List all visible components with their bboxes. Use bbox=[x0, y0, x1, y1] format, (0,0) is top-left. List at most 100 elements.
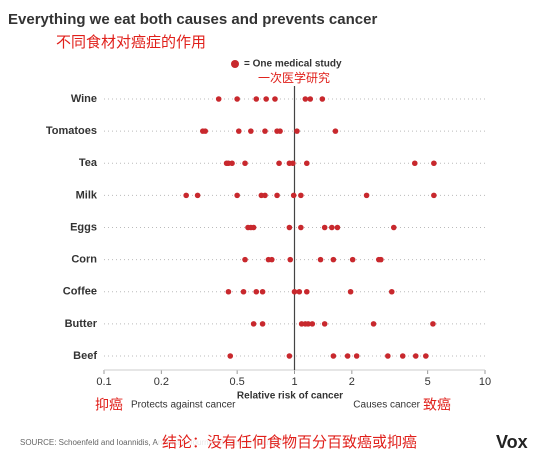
study-dot bbox=[225, 288, 232, 295]
study-dot bbox=[227, 353, 234, 359]
study-dot bbox=[234, 96, 240, 102]
study-dot bbox=[332, 128, 339, 134]
x-tick-label: 5 bbox=[425, 376, 431, 388]
conclusion: 结论：没有任何食物百分百致癌或抑癌 bbox=[162, 434, 417, 451]
study-dot bbox=[423, 353, 429, 359]
study-dot bbox=[291, 288, 298, 295]
study-dot bbox=[431, 160, 437, 167]
study-dot bbox=[303, 288, 310, 295]
y-tick-label: Eggs bbox=[70, 221, 97, 233]
study-dot bbox=[242, 256, 248, 263]
study-dot bbox=[263, 96, 269, 102]
study-dot bbox=[274, 192, 280, 199]
left-annotation: 抑癌 bbox=[95, 397, 123, 413]
study-dot bbox=[307, 96, 314, 102]
study-dot bbox=[319, 96, 326, 102]
study-dot bbox=[259, 321, 266, 327]
study-dot bbox=[296, 288, 303, 295]
study-dot bbox=[412, 353, 419, 359]
left-note: Protects against cancer bbox=[131, 400, 236, 411]
brand-logo: Vox bbox=[496, 432, 528, 452]
study-dot bbox=[215, 96, 222, 102]
y-tick-label: Wine bbox=[71, 93, 97, 105]
study-dot bbox=[388, 288, 395, 295]
study-dot bbox=[202, 128, 209, 134]
chart-title: Everything we eat both causes and preven… bbox=[8, 11, 377, 28]
x-axis-label: Relative risk of cancer bbox=[237, 391, 343, 402]
study-dot bbox=[242, 160, 248, 167]
study-dot bbox=[298, 192, 304, 199]
study-dot bbox=[431, 192, 437, 199]
study-dot bbox=[302, 96, 309, 102]
y-tick-label: Corn bbox=[71, 254, 97, 266]
study-dot bbox=[321, 321, 328, 327]
overlay-background bbox=[158, 432, 448, 454]
x-tick-label: 0.2 bbox=[154, 376, 169, 388]
study-dot bbox=[390, 224, 397, 231]
y-tick-label: Tomatoes bbox=[46, 125, 97, 137]
study-dot bbox=[298, 224, 304, 231]
study-dot bbox=[309, 321, 316, 327]
x-tick-label: 2 bbox=[349, 376, 355, 388]
study-dot bbox=[385, 353, 391, 359]
study-dot bbox=[344, 353, 351, 359]
study-dot bbox=[229, 160, 235, 167]
study-dot bbox=[183, 192, 189, 199]
study-dot bbox=[240, 288, 247, 295]
study-dot bbox=[363, 192, 370, 199]
study-dot bbox=[294, 128, 300, 134]
legend-dot bbox=[231, 60, 239, 68]
x-tick-label: 0.1 bbox=[96, 376, 111, 388]
x-tick-label: 10 bbox=[479, 376, 491, 388]
study-dot bbox=[277, 128, 283, 134]
study-dot bbox=[347, 288, 354, 295]
study-dot bbox=[378, 256, 384, 263]
subtitle: 不同食材对癌症的作用 bbox=[56, 34, 206, 51]
study-dot bbox=[330, 256, 337, 263]
study-dot bbox=[286, 353, 293, 359]
y-tick-label: Tea bbox=[79, 157, 98, 169]
study-dot bbox=[272, 96, 278, 102]
study-dot bbox=[321, 224, 328, 231]
study-dot bbox=[250, 224, 257, 231]
y-tick-label: Milk bbox=[76, 189, 98, 201]
x-tick-label: 0.5 bbox=[230, 376, 245, 388]
study-dot bbox=[349, 256, 356, 263]
study-dot bbox=[235, 128, 242, 134]
study-dot bbox=[253, 96, 260, 102]
x-tick-label: 1 bbox=[291, 376, 297, 388]
y-tick-label: Coffee bbox=[63, 286, 97, 298]
study-dot bbox=[305, 321, 311, 327]
study-dot bbox=[411, 160, 418, 167]
study-dot bbox=[303, 160, 310, 167]
study-dot bbox=[290, 160, 296, 167]
study-dot bbox=[234, 192, 240, 199]
study-dot bbox=[399, 353, 406, 359]
right-annotation: 致癌 bbox=[423, 397, 451, 413]
study-dot bbox=[194, 192, 201, 199]
study-dot bbox=[286, 224, 293, 231]
study-dot bbox=[253, 288, 260, 295]
study-dot bbox=[370, 321, 377, 327]
study-dot bbox=[329, 224, 335, 231]
study-dot bbox=[259, 288, 266, 295]
study-dot bbox=[248, 128, 254, 134]
study-dot bbox=[262, 128, 268, 134]
y-tick-label: Butter bbox=[65, 318, 98, 330]
right-note: Causes cancer bbox=[353, 400, 420, 411]
legend-note: 一次医学研究 bbox=[258, 70, 330, 85]
study-dot bbox=[262, 192, 268, 199]
legend-label: = One medical study bbox=[244, 59, 342, 70]
study-dot bbox=[290, 192, 297, 199]
y-tick-label: Beef bbox=[73, 350, 97, 362]
study-dot bbox=[330, 353, 337, 359]
study-dot bbox=[276, 160, 282, 167]
source: SOURCE: Schoenfeld and Ioannidis, Americ… bbox=[20, 438, 284, 447]
study-dot bbox=[287, 256, 294, 263]
study-dot bbox=[268, 256, 275, 263]
study-dot bbox=[334, 224, 341, 231]
study-dot bbox=[250, 321, 257, 327]
study-dot bbox=[353, 353, 360, 359]
